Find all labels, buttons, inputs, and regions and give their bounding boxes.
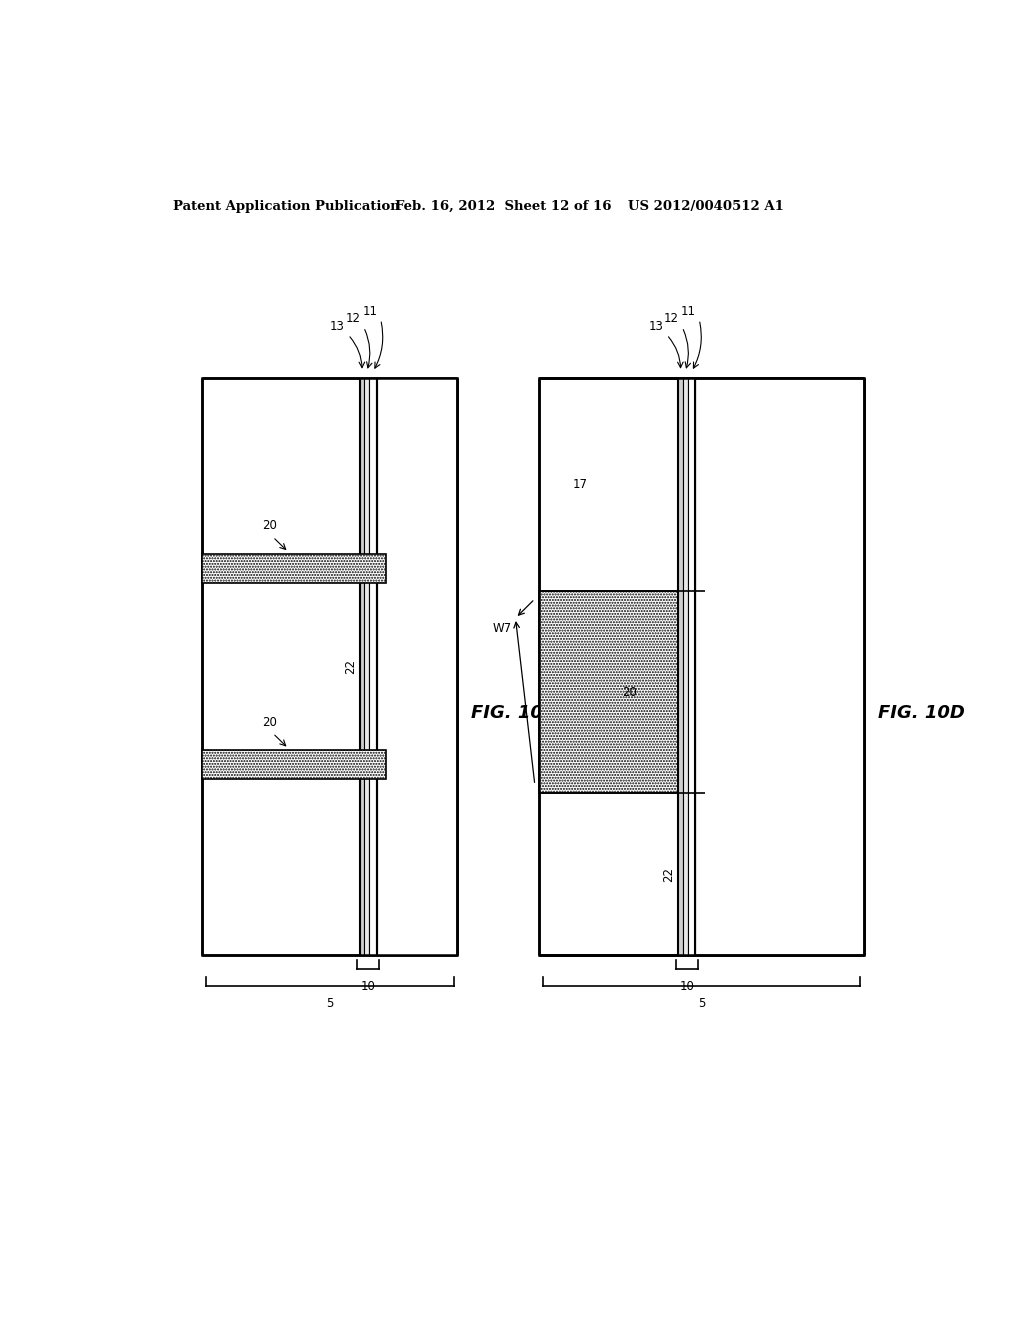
Bar — [539, 378, 678, 591]
Bar — [202, 378, 359, 956]
Bar — [202, 378, 458, 956]
Bar — [365, 378, 369, 956]
Text: 12: 12 — [345, 313, 360, 326]
Bar — [202, 554, 386, 583]
Text: 22: 22 — [344, 659, 357, 675]
Text: 5: 5 — [326, 997, 333, 1010]
Bar — [683, 378, 687, 956]
Text: W7: W7 — [493, 622, 512, 635]
Text: FIG. 10C: FIG. 10C — [471, 704, 556, 722]
Bar — [695, 378, 864, 956]
Bar — [539, 591, 705, 793]
Text: 15: 15 — [773, 466, 786, 482]
Text: 10: 10 — [679, 979, 694, 993]
Text: 15: 15 — [411, 474, 424, 490]
Text: 12: 12 — [664, 313, 679, 326]
Text: 13: 13 — [330, 321, 345, 333]
Bar — [695, 378, 864, 956]
Text: US 2012/0040512 A1: US 2012/0040512 A1 — [628, 199, 783, 213]
Text: 11: 11 — [362, 305, 378, 318]
Text: 5: 5 — [697, 997, 706, 1010]
Text: FIG. 10D: FIG. 10D — [879, 704, 965, 722]
Bar — [377, 378, 458, 956]
Bar — [202, 750, 386, 779]
Bar — [539, 793, 678, 956]
Bar — [687, 378, 695, 956]
Text: 17: 17 — [573, 478, 588, 491]
Text: 20: 20 — [262, 519, 278, 532]
Text: 15: 15 — [411, 861, 424, 876]
Text: 10: 10 — [360, 979, 376, 993]
Text: Patent Application Publication: Patent Application Publication — [173, 199, 399, 213]
Bar — [539, 378, 864, 956]
Text: Feb. 16, 2012  Sheet 12 of 16: Feb. 16, 2012 Sheet 12 of 16 — [395, 199, 612, 213]
Text: 13: 13 — [648, 321, 664, 333]
Bar — [678, 378, 683, 956]
Text: 22: 22 — [663, 867, 676, 882]
Text: 11: 11 — [681, 305, 696, 318]
Text: 20: 20 — [623, 685, 637, 698]
Bar — [359, 378, 365, 956]
Text: 20: 20 — [262, 715, 278, 729]
Text: 15: 15 — [773, 883, 786, 898]
Text: 15: 15 — [411, 659, 424, 675]
Bar — [369, 378, 377, 956]
